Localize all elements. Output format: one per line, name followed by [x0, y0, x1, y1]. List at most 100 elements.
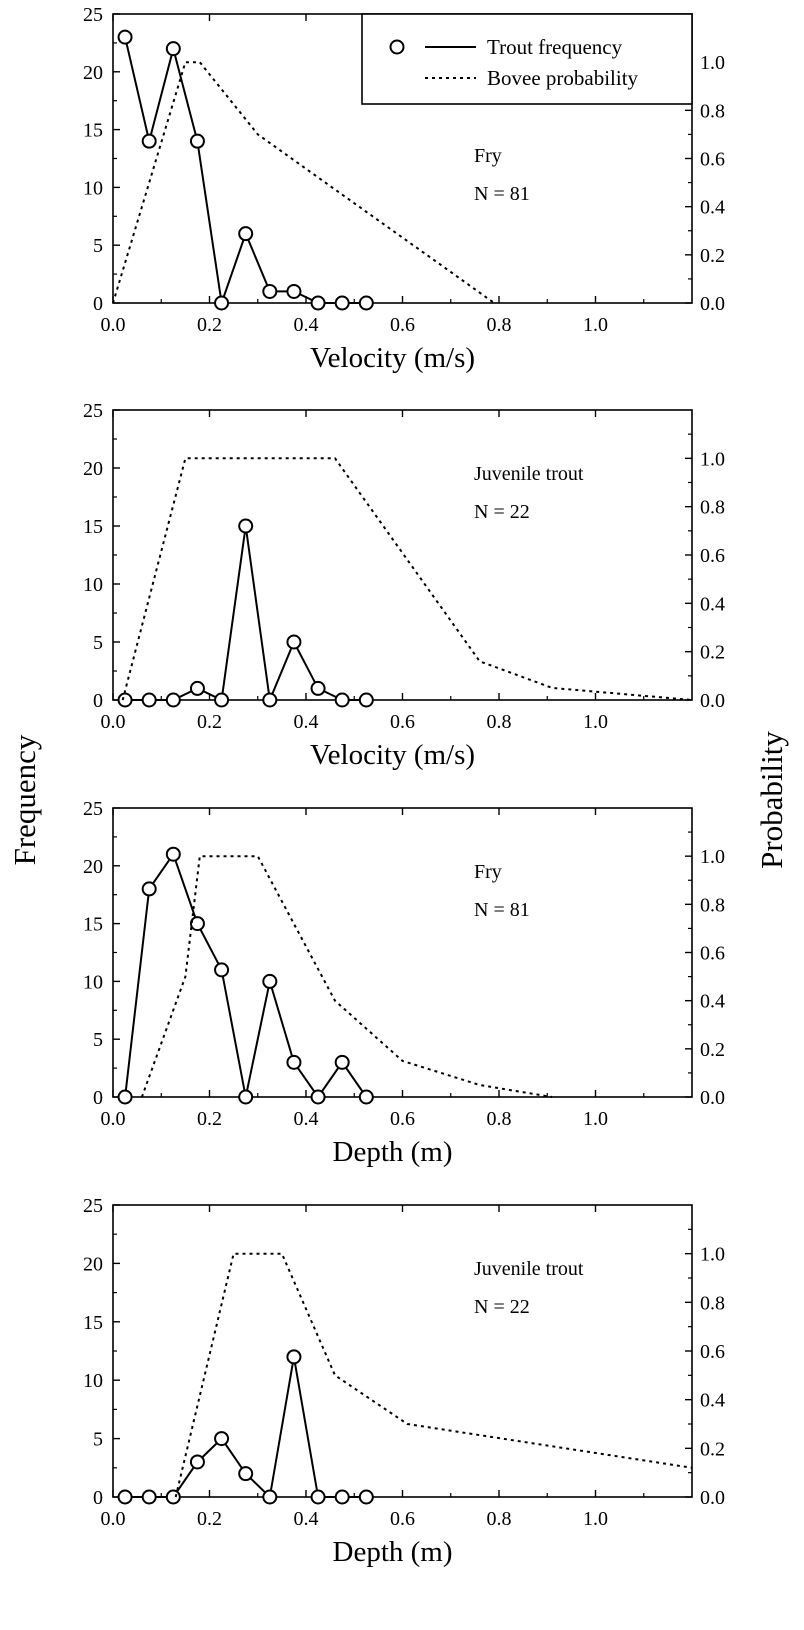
x-tick-label: 0.2 — [197, 1508, 222, 1530]
y2-tick-label: 1.0 — [700, 1244, 725, 1266]
trout-frequency-point — [358, 1089, 374, 1105]
y-tick-label: 0 — [93, 1487, 103, 1509]
trout-frequency-point — [358, 1489, 374, 1505]
x-tick-label: 0.6 — [390, 1108, 415, 1130]
trout-frequency-point — [358, 295, 374, 311]
x-tick-label: 0.2 — [197, 711, 222, 733]
x-tick-label: 0.4 — [294, 1508, 319, 1530]
y2-tick-label: 0.6 — [700, 545, 725, 567]
trout-frequency-point — [165, 1489, 181, 1505]
y2-tick-label: 0.0 — [700, 1487, 725, 1509]
chart-panel-1: 0 5 10 15 20 25 0.0 0.2 0.4 0.6 0.8 1.0 0.0 0.2 0.4 0.6… — [83, 4, 725, 374]
legend: Trout frequency Bovee probability — [361, 13, 693, 105]
trout-frequency-point — [117, 1489, 133, 1505]
x-axis-title: Velocity (m/s) — [310, 342, 475, 374]
x-tick-label: 1.0 — [583, 711, 608, 733]
trout-frequency-point — [358, 692, 374, 708]
x-tick-label: 0.4 — [294, 1108, 319, 1130]
y-tick-label: 10 — [83, 971, 103, 993]
y2-tick-label: 0.2 — [700, 1438, 725, 1460]
x-tick-label: 0.8 — [487, 1108, 512, 1130]
y2-tick-label: 0.6 — [700, 1341, 725, 1363]
x-tick-label: 0.8 — [487, 711, 512, 733]
trout-frequency-point — [117, 29, 133, 45]
chart-panel-4: 0 5 10 15 20 25 0.0 0.2 0.4 0.6 0.8 1.0 0.0 0.2 0.4 0.6… — [83, 1195, 725, 1568]
y-tick-label: 25 — [83, 4, 103, 26]
x-tick-label: 0.8 — [487, 314, 512, 336]
frequency-axis-title: Frequency — [7, 734, 42, 865]
trout-frequency-point — [286, 1054, 302, 1070]
y-tick-label: 5 — [93, 632, 103, 654]
trout-frequency-point — [189, 680, 205, 696]
trout-frequency-point — [334, 1054, 350, 1070]
legend-label-trout-frequency: Trout frequency — [487, 35, 623, 59]
y-tick-label: 15 — [83, 914, 103, 936]
trout-frequency-point — [165, 846, 181, 862]
panel-annotation-group: Fry — [474, 145, 502, 167]
y-tick-label: 0 — [93, 1087, 103, 1109]
x-axis-title: Velocity (m/s) — [310, 739, 475, 771]
y-tick-label: 20 — [83, 62, 103, 84]
trout-frequency-point — [262, 692, 278, 708]
x-tick-label: 0.4 — [294, 314, 319, 336]
y-tick-label: 25 — [83, 400, 103, 422]
panel-annotation-n: N = 22 — [474, 1296, 530, 1318]
chart-panels: 0 5 10 15 20 25 0.0 0.2 0.4 0.6 0.8 1.0 0.0 0.2 0.4 0.6… — [83, 4, 725, 1568]
panel-annotation-group: Juvenile trout — [474, 1258, 584, 1280]
y2-tick-label: 0.8 — [700, 1292, 725, 1314]
panel-annotation-group: Fry — [474, 861, 502, 883]
y2-tick-label: 1.0 — [700, 448, 725, 470]
trout-frequency-point — [262, 973, 278, 989]
y2-tick-label: 0.2 — [700, 245, 725, 267]
y-tick-label: 0 — [93, 690, 103, 712]
x-tick-label: 0.6 — [390, 711, 415, 733]
y2-tick-label: 0.8 — [700, 497, 725, 519]
trout-frequency-point — [141, 881, 157, 897]
trout-frequency-point — [262, 283, 278, 299]
trout-frequency-point — [189, 133, 205, 149]
y-tick-label: 20 — [83, 458, 103, 480]
plot-frame — [112, 409, 693, 701]
y-tick-label: 10 — [83, 1370, 103, 1392]
y-tick-label: 15 — [83, 1312, 103, 1334]
x-tick-label: 0.6 — [390, 1508, 415, 1530]
y2-tick-label: 0.6 — [700, 943, 725, 965]
y2-tick-label: 0.4 — [700, 593, 725, 615]
bovee-probability-line — [112, 61, 495, 304]
x-axis-title: Depth (m) — [333, 1536, 453, 1568]
panel-annotation-n: N = 81 — [474, 183, 530, 205]
trout-frequency-point — [141, 692, 157, 708]
trout-frequency-point — [189, 916, 205, 932]
trout-frequency-point — [262, 1489, 278, 1505]
legend-marker-circle — [389, 39, 405, 55]
y-tick-label: 25 — [83, 1195, 103, 1217]
trout-frequency-point — [189, 1454, 205, 1470]
trout-frequency-point — [310, 295, 326, 311]
y2-tick-label: 0.6 — [700, 149, 725, 171]
trout-frequency-point — [310, 680, 326, 696]
x-tick-label: 0.0 — [101, 711, 126, 733]
trout-frequency-point — [117, 1089, 133, 1105]
legend-box — [361, 13, 693, 105]
trout-frequency-point — [334, 692, 350, 708]
panel-annotation-n: N = 22 — [474, 501, 530, 523]
legend-label-bovee-probability: Bovee probability — [487, 66, 639, 90]
trout-frequency-point — [286, 634, 302, 650]
plot-frame — [112, 807, 693, 1098]
trout-frequency-point — [334, 1489, 350, 1505]
trout-frequency-point — [238, 518, 254, 534]
trout-frequency-line — [125, 525, 367, 704]
x-tick-label: 1.0 — [583, 1108, 608, 1130]
y-tick-label: 10 — [83, 177, 103, 199]
trout-frequency-point — [214, 962, 230, 978]
trout-frequency-point — [141, 133, 157, 149]
trout-frequency-point — [214, 295, 230, 311]
y-tick-label: 0 — [93, 293, 103, 315]
y2-tick-label: 0.4 — [700, 1390, 725, 1412]
trout-frequency-line — [124, 852, 368, 1099]
y-tick-label: 15 — [83, 516, 103, 538]
trout-frequency-point — [214, 1431, 230, 1447]
trout-frequency-point — [238, 1466, 254, 1482]
trout-frequency-point — [165, 692, 181, 708]
